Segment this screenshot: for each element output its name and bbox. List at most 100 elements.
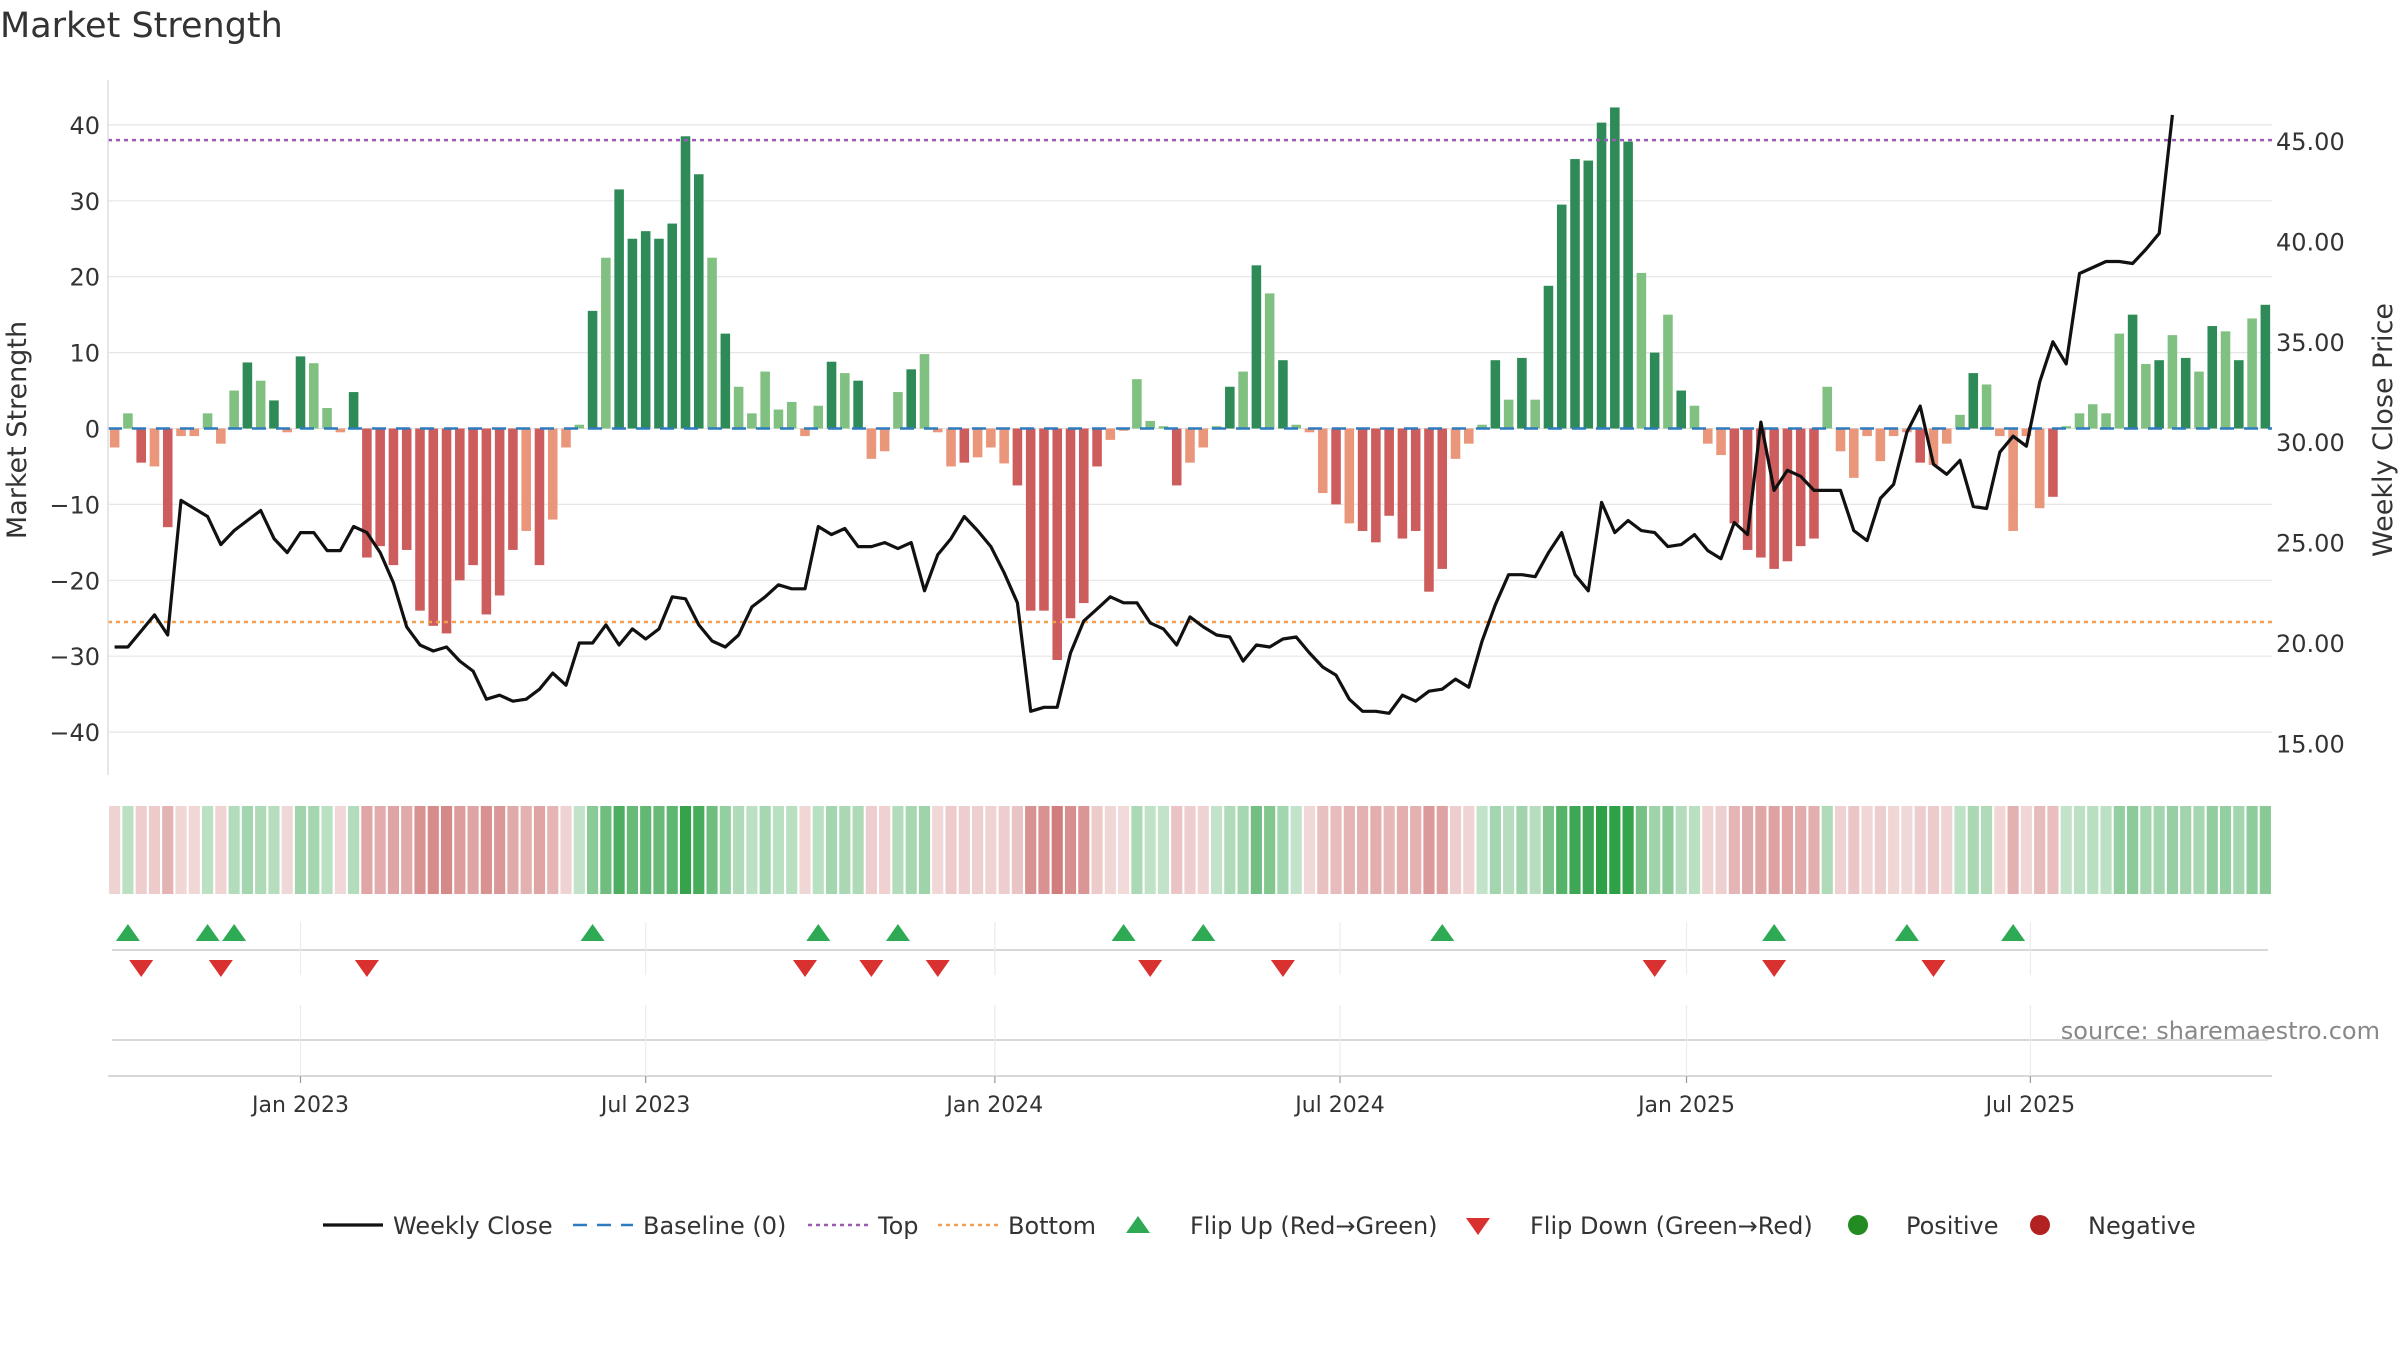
bar-positive: [2087, 404, 2098, 429]
strip-cell: [401, 806, 413, 894]
bar-positive: [1477, 424, 1487, 429]
bar-positive: [1822, 386, 1833, 429]
left-tick-label: −30: [49, 643, 100, 671]
bar-negative: [1915, 428, 1925, 463]
bar-positive: [229, 390, 239, 429]
bar-negative: [1769, 428, 1779, 569]
bar-positive: [202, 413, 213, 429]
strip-cell: [1649, 806, 1661, 894]
strip-cell: [626, 806, 638, 894]
bar-negative: [1729, 428, 1740, 524]
strip-cell: [1171, 806, 1183, 894]
bar-negative: [1464, 428, 1474, 444]
strip-cell: [440, 806, 453, 894]
strip-cell: [1104, 806, 1116, 894]
strip-cell: [706, 806, 718, 894]
bar-negative: [1862, 428, 1872, 437]
strip-cell: [308, 806, 320, 894]
strip-cell: [812, 806, 824, 894]
strip-cell: [109, 806, 121, 894]
bar-negative: [1304, 428, 1315, 433]
left-axis-label: Market Strength: [2, 321, 33, 539]
strip-cell: [693, 806, 705, 894]
flip-down-marker: [1921, 960, 1946, 977]
flip-up-marker: [580, 924, 605, 941]
flip-up-marker: [2001, 924, 2026, 941]
bar-negative: [959, 428, 970, 463]
bar-negative: [216, 428, 226, 444]
strip-cell: [1914, 806, 1926, 894]
strip-cell: [1078, 806, 1090, 894]
strip-cell: [1144, 806, 1156, 894]
bar-positive: [919, 354, 930, 429]
source-note: source: sharemaestro.com: [2061, 1017, 2380, 1045]
bar-negative: [2034, 428, 2045, 509]
bar-positive: [601, 257, 611, 429]
strip-cell: [879, 806, 891, 894]
strip-cell: [334, 806, 346, 894]
strip-cell: [2127, 806, 2139, 894]
bar-negative: [441, 428, 452, 634]
bar-positive: [1570, 159, 1580, 429]
strip-cell: [374, 806, 386, 894]
strip-cell: [1038, 806, 1050, 894]
bar-positive: [1636, 272, 1647, 429]
legend-flip-up-swatch: [1126, 1216, 1150, 1233]
strip-cell: [2180, 806, 2192, 894]
bar-positive: [707, 257, 717, 429]
bar-positive: [2127, 314, 2138, 429]
strip-cell: [1662, 806, 1674, 894]
heat-strip: [109, 806, 2271, 894]
flip-down-marker: [354, 960, 379, 977]
strip-cell: [427, 806, 439, 894]
strip-cell: [600, 806, 612, 894]
right-tick-label: 25.00: [2276, 530, 2345, 558]
flip-up-marker: [1894, 924, 1919, 941]
bar-negative: [1052, 428, 1063, 660]
bar-negative: [162, 428, 173, 528]
bar-positive: [640, 231, 651, 429]
strip-cell: [1967, 806, 1979, 894]
strip-cell: [1224, 806, 1236, 894]
bar-positive: [1291, 424, 1301, 429]
strip-cell: [1742, 806, 1754, 894]
bar-negative: [932, 428, 943, 433]
bar-positive: [2207, 326, 2218, 429]
flip-up-marker: [1111, 924, 1136, 941]
bar-positive: [1610, 107, 1620, 429]
bar-negative: [176, 428, 186, 437]
strip-cell: [719, 806, 731, 894]
bar-negative: [468, 428, 478, 566]
strip-cell: [2206, 806, 2218, 894]
bar-positive: [2234, 360, 2244, 429]
strip-cell: [2140, 806, 2152, 894]
bar-positive: [255, 380, 266, 429]
right-tick-label: 45.00: [2276, 128, 2345, 156]
bar-negative: [1331, 428, 1341, 505]
flip-down-marker: [859, 960, 884, 977]
strip-cell: [175, 806, 187, 894]
strip-cell: [1237, 806, 1249, 894]
strip-cell: [2259, 806, 2271, 894]
bar-positive: [1676, 390, 1686, 429]
strength-bars: [109, 107, 2271, 660]
strip-cell: [733, 806, 745, 894]
strip-cell: [1622, 806, 1634, 894]
flip-down-marker: [1762, 960, 1787, 977]
right-axis-label: Weekly Close Price: [2368, 303, 2399, 557]
strip-cell: [507, 806, 519, 894]
flip-up-marker: [1191, 924, 1216, 941]
bar-negative: [109, 428, 120, 448]
legend-label: Flip Up (Red→Green): [1190, 1212, 1438, 1240]
bar-negative: [1065, 428, 1076, 619]
bar-negative: [1105, 428, 1116, 440]
strip-cell: [865, 806, 877, 894]
strip-cell: [1303, 806, 1316, 894]
strip-cell: [1848, 806, 1860, 894]
bar-negative: [282, 428, 293, 433]
strip-cell: [2060, 806, 2072, 894]
bar-positive: [2260, 304, 2271, 429]
chart-title: Market Strength: [0, 6, 283, 46]
left-tick-label: 30: [69, 188, 100, 216]
strip-cell: [932, 806, 944, 894]
